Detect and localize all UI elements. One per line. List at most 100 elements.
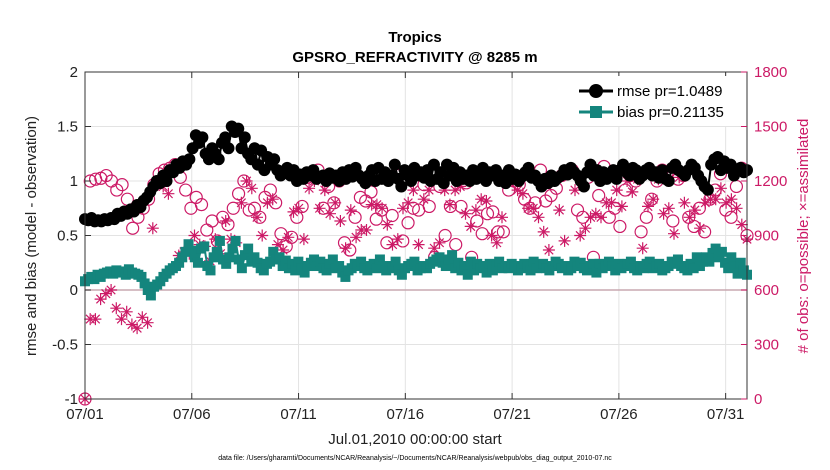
rmse-point [196,131,209,144]
obs-assimilated-point [636,242,649,255]
bias-point [208,252,219,263]
bias-point [713,252,724,263]
bias-point [142,285,153,295]
obs-assimilated-point [417,193,430,206]
obs-assimilated-point [188,229,201,242]
obs-possible-point [401,216,415,230]
bias-point [180,246,191,257]
obs-assimilated-point [282,231,295,244]
obs-assimilated-point [141,316,154,329]
bias-point [453,257,464,268]
obs-assimilated-point [146,222,159,235]
legend-marker-rmse [589,84,603,98]
obs-assimilated-point [699,196,712,209]
bias-series [80,235,752,301]
bias-point [211,246,222,257]
obs-possible-point [422,199,436,214]
obs-assimilated-point [339,242,352,255]
rmse-point [268,153,281,166]
bias-point [236,263,247,274]
bias-point [233,254,244,265]
obs-assimilated-point [94,293,107,306]
obs-assimilated-point [735,218,748,231]
bias-point [280,255,291,266]
bias-point [258,265,269,276]
obs-assimilated-point [480,195,493,207]
obs-assimilated-point [412,238,425,251]
obs-assimilated-point [407,184,420,197]
bias-point [469,265,480,276]
bias-point [481,267,492,278]
obs-assimilated-point [605,196,618,209]
obs-assimilated-point [496,211,508,224]
obs-assimilated-point [334,215,347,227]
obs-assimilated-point [324,207,336,220]
obs-assimilated-point [647,193,660,206]
obs-assimilated-point [240,175,253,187]
y-right-tick-label: 1800 [754,64,787,81]
obs-assimilated-point [433,236,446,249]
obs-assimilated-point [584,211,597,224]
obs-possible-point [364,185,378,199]
y-right-tick-label: 300 [754,337,779,354]
bias-point [371,263,382,274]
obs-assimilated-point [256,229,269,242]
obs-assimilated-point [720,196,733,209]
obs-possible-point [486,205,500,219]
obs-possible-point [194,198,209,212]
obs-assimilated-point [350,231,363,244]
obs-assimilated-point [537,225,550,238]
x-axis-label: Jul.01,2010 00:00:00 start [328,431,502,448]
obs-assimilated-point [490,236,503,249]
rmse-point [219,131,232,144]
bias-point [390,256,401,267]
bias-point [214,235,225,246]
y-right-tick-label: 1500 [754,119,787,136]
obs-assimilated-point [553,204,566,217]
obs-assimilated-point [423,184,435,197]
y-left-tick-label: 0.5 [57,228,78,245]
bias-point [265,256,276,267]
obs-assimilated-point [391,233,404,246]
x-tick-label: 07/21 [493,406,531,423]
obs-assimilated-point [219,215,232,227]
bias-point [566,263,577,274]
obs-possible-point [179,183,193,197]
y-left-tick-label: 1.5 [57,119,78,136]
obs-assimilated-point [615,200,628,213]
bias-point [735,257,746,268]
chart-subtitle: GPSRO_REFRACTIVITY @ 8285 m [292,49,537,66]
bias-point [525,265,536,276]
bias-point [356,256,367,267]
obs-possible-point [592,188,606,203]
rmse-point [212,153,225,166]
y-left-tick-label: -0.5 [52,337,78,354]
bias-point [688,263,699,274]
rmse-point [232,122,245,135]
bias-point [723,263,734,274]
obs-possible-point [231,187,246,201]
obs-possible-point [396,234,410,248]
rmse-point [577,180,590,193]
bias-point [691,252,702,263]
bias-point [227,243,238,254]
obs-assimilated-point [329,196,342,209]
obs-possible-point [475,227,489,241]
bias-point [726,252,737,263]
bias-point [224,252,235,263]
obs-assimilated-point [381,218,394,231]
rmse-point [160,175,173,187]
obs-possible-point [295,199,309,214]
obs-assimilated-point [730,202,743,215]
axis-ticks: 07/01 07/06 07/11 07/16 07/21 07/26 07/31 -1 -0.… [52,64,787,423]
obs-assimilated-point [360,224,373,236]
bias-point [299,267,310,278]
bias-point [287,258,298,269]
bias-point [174,257,185,268]
obs-assimilated-point [678,196,691,209]
y-left-tick-label: -1 [65,391,78,408]
bias-point [243,243,254,254]
obs-assimilated-point [714,182,727,195]
bias-point [192,257,203,268]
bias-point [189,252,200,263]
